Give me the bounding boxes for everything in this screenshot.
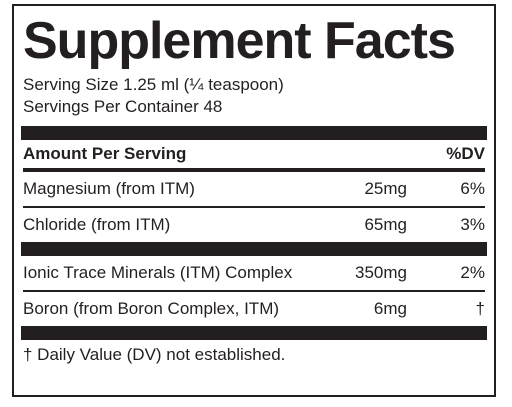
nutrient-dv: 6%	[460, 179, 485, 198]
servings-per-container: Servings Per Container 48	[23, 97, 223, 116]
nutrient-row: Magnesium (from ITM) 25mg 6%	[23, 172, 485, 208]
nutrient-row: Chloride (from ITM) 65mg 3%	[23, 208, 485, 242]
nutrient-amount: 65mg	[364, 215, 407, 234]
panel-title: Supplement Facts	[23, 12, 456, 70]
footnote: † Daily Value (DV) not established.	[23, 345, 286, 364]
table-header: Amount Per Serving %DV	[23, 140, 485, 172]
nutrient-row: Ionic Trace Minerals (ITM) Complex 350mg…	[23, 256, 485, 292]
nutrient-dv: 3%	[460, 215, 485, 234]
nutrient-name: Chloride (from ITM)	[23, 215, 171, 234]
nutrient-amount: 25mg	[364, 179, 407, 198]
serving-size: Serving Size 1.25 ml (¼ teaspoon)	[23, 75, 284, 94]
dv-heading: %DV	[446, 144, 485, 163]
nutrient-amount: 6mg	[373, 299, 407, 318]
nutrient-name: Boron (from Boron Complex, ITM)	[23, 299, 280, 318]
thick-divider	[21, 242, 487, 256]
nutrient-dv: 2%	[460, 263, 485, 282]
nutrient-row: Boron (from Boron Complex, ITM) 6mg †	[23, 292, 485, 326]
supplement-facts-panel: Supplement Facts Serving Size 1.25 ml (¼…	[12, 4, 496, 397]
nutrient-amount: 350mg	[355, 263, 407, 282]
nutrient-name: Ionic Trace Minerals (ITM) Complex	[23, 263, 293, 282]
nutrient-name: Magnesium (from ITM)	[23, 179, 195, 198]
thick-divider	[21, 326, 487, 340]
nutrient-dv: †	[475, 299, 485, 318]
thick-divider	[21, 126, 487, 140]
amount-per-serving-heading: Amount Per Serving	[23, 144, 187, 163]
